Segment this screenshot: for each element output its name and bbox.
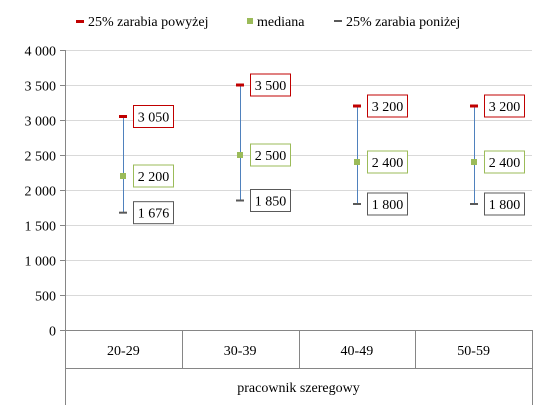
plot-marks (119, 83, 478, 214)
legend-item-upper-quartile: 25% zarabia powyżej (76, 15, 209, 30)
legend-marker-median (247, 18, 253, 24)
upper-quartile-data-label: 3 200 (372, 100, 404, 115)
upper-quartile-data-label: 3 500 (255, 79, 287, 94)
y-tick-label: 1 500 (25, 220, 57, 235)
legend-item-median: mediana (247, 15, 305, 30)
lower-quartile-marker (236, 199, 244, 202)
legend-label-median: mediana (257, 15, 305, 30)
median-marker (237, 152, 243, 158)
median-data-label: 2 500 (255, 149, 287, 164)
y-axis-tick-labels: 0 500 1 000 1 500 2 000 2 500 3 000 3 500 4 000 (25, 45, 57, 340)
upper-quartile-marker (470, 104, 478, 108)
median-data-label: 2 400 (489, 156, 521, 171)
upper-quartile-marker (353, 104, 361, 108)
lower-quartile-data-label: 1 850 (255, 195, 287, 210)
x-tick-label: 50-59 (457, 344, 490, 359)
lower-quartile-data-label: 1 800 (489, 198, 521, 213)
median-label-box (484, 150, 525, 174)
median-label-box (250, 143, 291, 167)
median-data-label: 2 400 (372, 156, 404, 171)
median-label-box (367, 150, 408, 174)
lower-quartile-label-box (133, 201, 174, 225)
lower-quartile-label-box (250, 189, 291, 212)
x-axis-tick-labels: 20-29 30-39 40-49 50-59 (107, 344, 490, 359)
median-marker (354, 159, 360, 165)
median-label-box (133, 164, 174, 188)
y-tick-label: 0 (49, 325, 56, 340)
median-marker (471, 159, 477, 165)
y-tick-label: 3 000 (25, 115, 57, 130)
y-tick-label: 500 (35, 290, 56, 305)
legend-item-lower-quartile: 25% zarabia poniżej (334, 15, 460, 30)
x-axis-group-label: pracownik szeregowy (237, 381, 359, 396)
upper-quartile-data-label: 3 050 (138, 111, 170, 126)
legend-label-lower-quartile: 25% zarabia poniżej (346, 15, 460, 30)
chart-legend: 25% zarabia powyżej mediana 25% zarabia … (76, 15, 460, 30)
upper-quartile-marker (119, 115, 127, 118)
upper-quartile-label-box (484, 94, 525, 118)
y-tick-label: 3 500 (25, 80, 57, 95)
lower-quartile-label-box (484, 192, 525, 216)
upper-quartile-label-box (367, 94, 408, 118)
legend-marker-upper-quartile (76, 20, 84, 23)
upper-quartile-label-box (250, 73, 291, 97)
x-tick-label: 30-39 (224, 344, 257, 359)
y-tick-label: 2 000 (25, 185, 57, 200)
lower-quartile-marker (470, 203, 478, 205)
upper-quartile-marker (236, 83, 244, 87)
y-tick-label: 1 000 (25, 255, 57, 270)
lower-quartile-marker (119, 211, 127, 214)
upper-quartile-label-box (133, 105, 174, 128)
median-data-label: 2 200 (138, 170, 170, 185)
y-tick-label: 2 500 (25, 150, 57, 165)
lower-quartile-label-box (367, 192, 408, 216)
x-tick-label: 20-29 (107, 344, 140, 359)
upper-quartile-data-label: 3 200 (489, 100, 521, 115)
legend-label-upper-quartile: 25% zarabia powyżej (88, 15, 209, 30)
x-tick-label: 40-49 (341, 344, 374, 359)
category-axis-frame (65, 330, 533, 405)
legend-marker-lower-quartile (334, 20, 342, 22)
median-marker (120, 173, 126, 179)
chart-axes (60, 50, 532, 405)
lower-quartile-data-label: 1 800 (372, 198, 404, 213)
y-tick-label: 4 000 (25, 45, 57, 60)
lower-quartile-data-label: 1 676 (138, 207, 170, 222)
data-labels: 3 050 2 200 1 676 3 500 2 500 1 850 3 200 2 400… (133, 73, 525, 225)
lower-quartile-marker (353, 203, 361, 205)
